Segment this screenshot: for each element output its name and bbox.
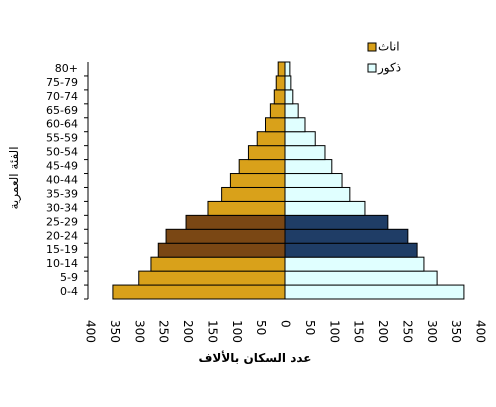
y-tick-label: 35-39 [46,187,78,200]
bar [269,103,286,119]
bar [247,145,286,161]
x-tick-label: 350 [108,320,122,343]
bar [277,61,286,77]
bar [284,159,333,175]
y-tick-label: 15-19 [46,243,78,256]
y-tick-label: 70-74 [46,90,78,103]
bar [284,228,409,244]
bar [185,214,286,230]
x-tick-label: 100 [230,320,244,343]
bar [112,284,286,300]
bar [221,186,286,202]
x-axis-label: عدد السكان بالألاف [198,350,311,365]
bar [284,61,291,77]
bar [273,89,286,105]
y-tick-label: 50-54 [46,146,78,159]
y-tick-label: 0-4 [60,285,78,298]
bar [284,145,326,161]
x-tick-label: 350 [449,320,463,343]
bar [284,131,316,147]
x-tick-label: 200 [181,320,195,343]
y-tick-label: 75-79 [46,76,78,89]
x-tick-label: 100 [327,320,341,343]
bar [238,159,286,175]
y-tick-label: 25-29 [46,215,78,228]
legend-label: اناث [378,40,400,54]
bar [256,131,286,147]
x-tick-label: 50 [254,320,268,335]
x-tick-label: 400 [474,320,488,343]
y-tick-label: 45-49 [46,160,78,173]
legend-swatch [367,63,377,73]
bar [284,103,299,119]
bar [284,200,366,216]
bar [284,173,343,188]
bar [165,228,286,244]
y-tick-label: 55-59 [46,132,78,145]
bar [229,173,286,188]
x-tick-label: 400 [84,320,98,343]
bar [284,75,292,91]
x-tick-label: 0 [279,320,293,328]
bar [157,242,286,258]
bar [284,284,465,300]
bar [275,75,286,91]
x-tick-label: 250 [400,320,414,343]
x-tick-label: 250 [157,320,171,343]
x-tick-label: 50 [303,320,317,335]
y-tick-label: 10-14 [46,257,78,270]
y-tick-label: 20-24 [46,229,78,242]
bar [284,214,389,230]
y-tick-label: 60-64 [46,118,78,131]
legend-swatch [367,42,377,52]
x-tick-label: 150 [205,320,219,343]
x-tick-label: 300 [425,320,439,343]
bar [284,256,425,272]
bar [284,186,351,202]
bar [284,89,294,105]
bar [138,270,286,286]
bar [150,256,286,272]
bar [207,200,286,216]
y-tick-label: 5-9 [60,271,78,284]
y-tick-label: 30-34 [46,201,78,214]
legend-label: ذكور [377,61,401,76]
y-tick-label: 40-44 [46,174,78,187]
x-tick-label: 300 [132,320,146,343]
y-axis-label: الفئة العمرية [7,146,22,209]
bar [265,117,286,133]
bar [284,270,438,286]
y-tick-label: 80+ [55,62,78,75]
x-tick-label: 200 [376,320,390,343]
bar [284,117,306,133]
bar [284,242,418,258]
y-tick-label: 65-69 [46,104,78,117]
x-tick-label: 150 [352,320,366,343]
